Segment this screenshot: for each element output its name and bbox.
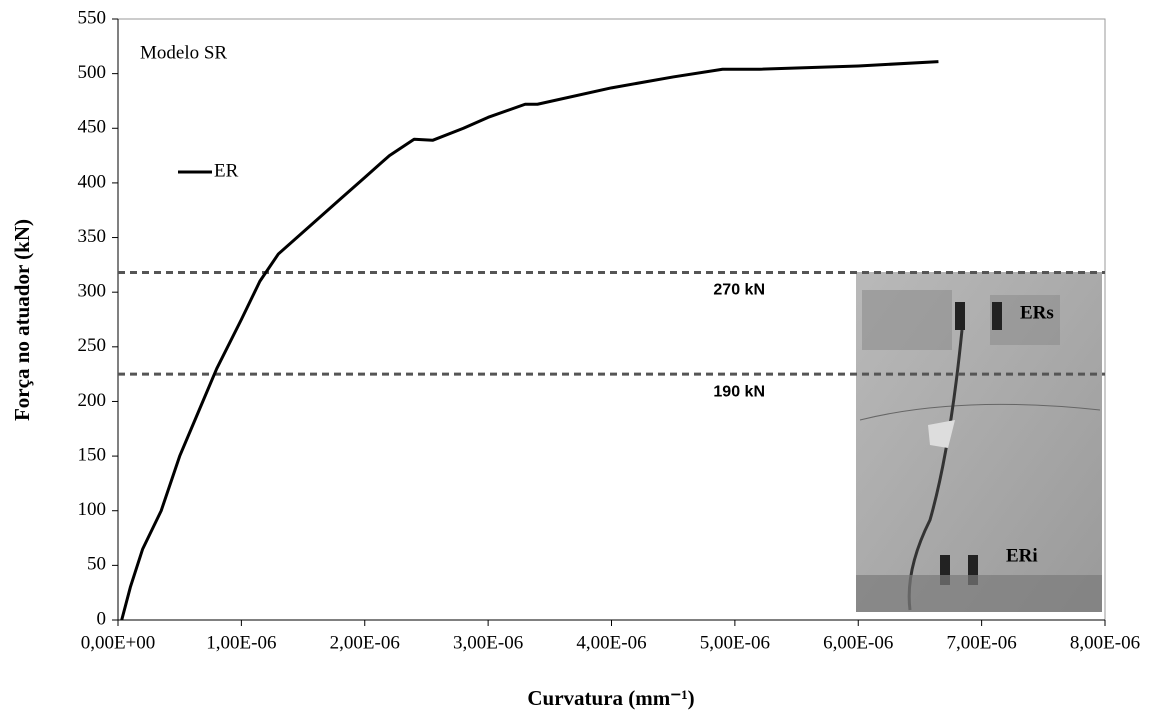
x-tick-label: 6,00E-06 (823, 632, 893, 653)
y-tick-label: 450 (78, 117, 107, 138)
photo-label: ERi (1006, 545, 1038, 566)
reference-label: 190 kN (713, 383, 765, 400)
y-tick-label: 150 (78, 444, 107, 465)
y-tick-label: 500 (78, 62, 107, 83)
x-tick-label: 0,00E+00 (81, 632, 156, 653)
x-tick-label: 7,00E-06 (947, 632, 1017, 653)
x-tick-label: 2,00E-06 (330, 632, 400, 653)
y-tick-label: 200 (78, 390, 107, 411)
legend-label: ER (214, 160, 239, 181)
data-line (120, 60, 939, 621)
y-tick-label: 300 (78, 281, 107, 302)
y-tick-label: 400 (78, 171, 107, 192)
x-tick-label: 1,00E-06 (206, 632, 276, 653)
x-tick-label: 5,00E-06 (700, 632, 770, 653)
y-tick-label: 100 (78, 499, 107, 520)
x-tick-label: 4,00E-06 (576, 632, 646, 653)
photo: ERs ERi (856, 272, 1102, 612)
y-tick-label: 250 (78, 335, 107, 356)
y-tick-label: 0 (97, 608, 107, 629)
y-tick-label: 550 (78, 7, 107, 28)
annotation: Modelo SR (140, 42, 227, 63)
x-axis-title: Curvatura (mm⁻¹) (527, 686, 694, 710)
y-tick-label: 50 (87, 554, 106, 575)
x-tick-label: 3,00E-06 (453, 632, 523, 653)
y-axis-title: Força no atuador (kN) (10, 219, 34, 421)
y-tick-label: 350 (78, 226, 107, 247)
x-tick-label: 8,00E-06 (1070, 632, 1140, 653)
reference-label: 270 kN (713, 282, 765, 299)
photo-label: ERs (1020, 302, 1054, 323)
